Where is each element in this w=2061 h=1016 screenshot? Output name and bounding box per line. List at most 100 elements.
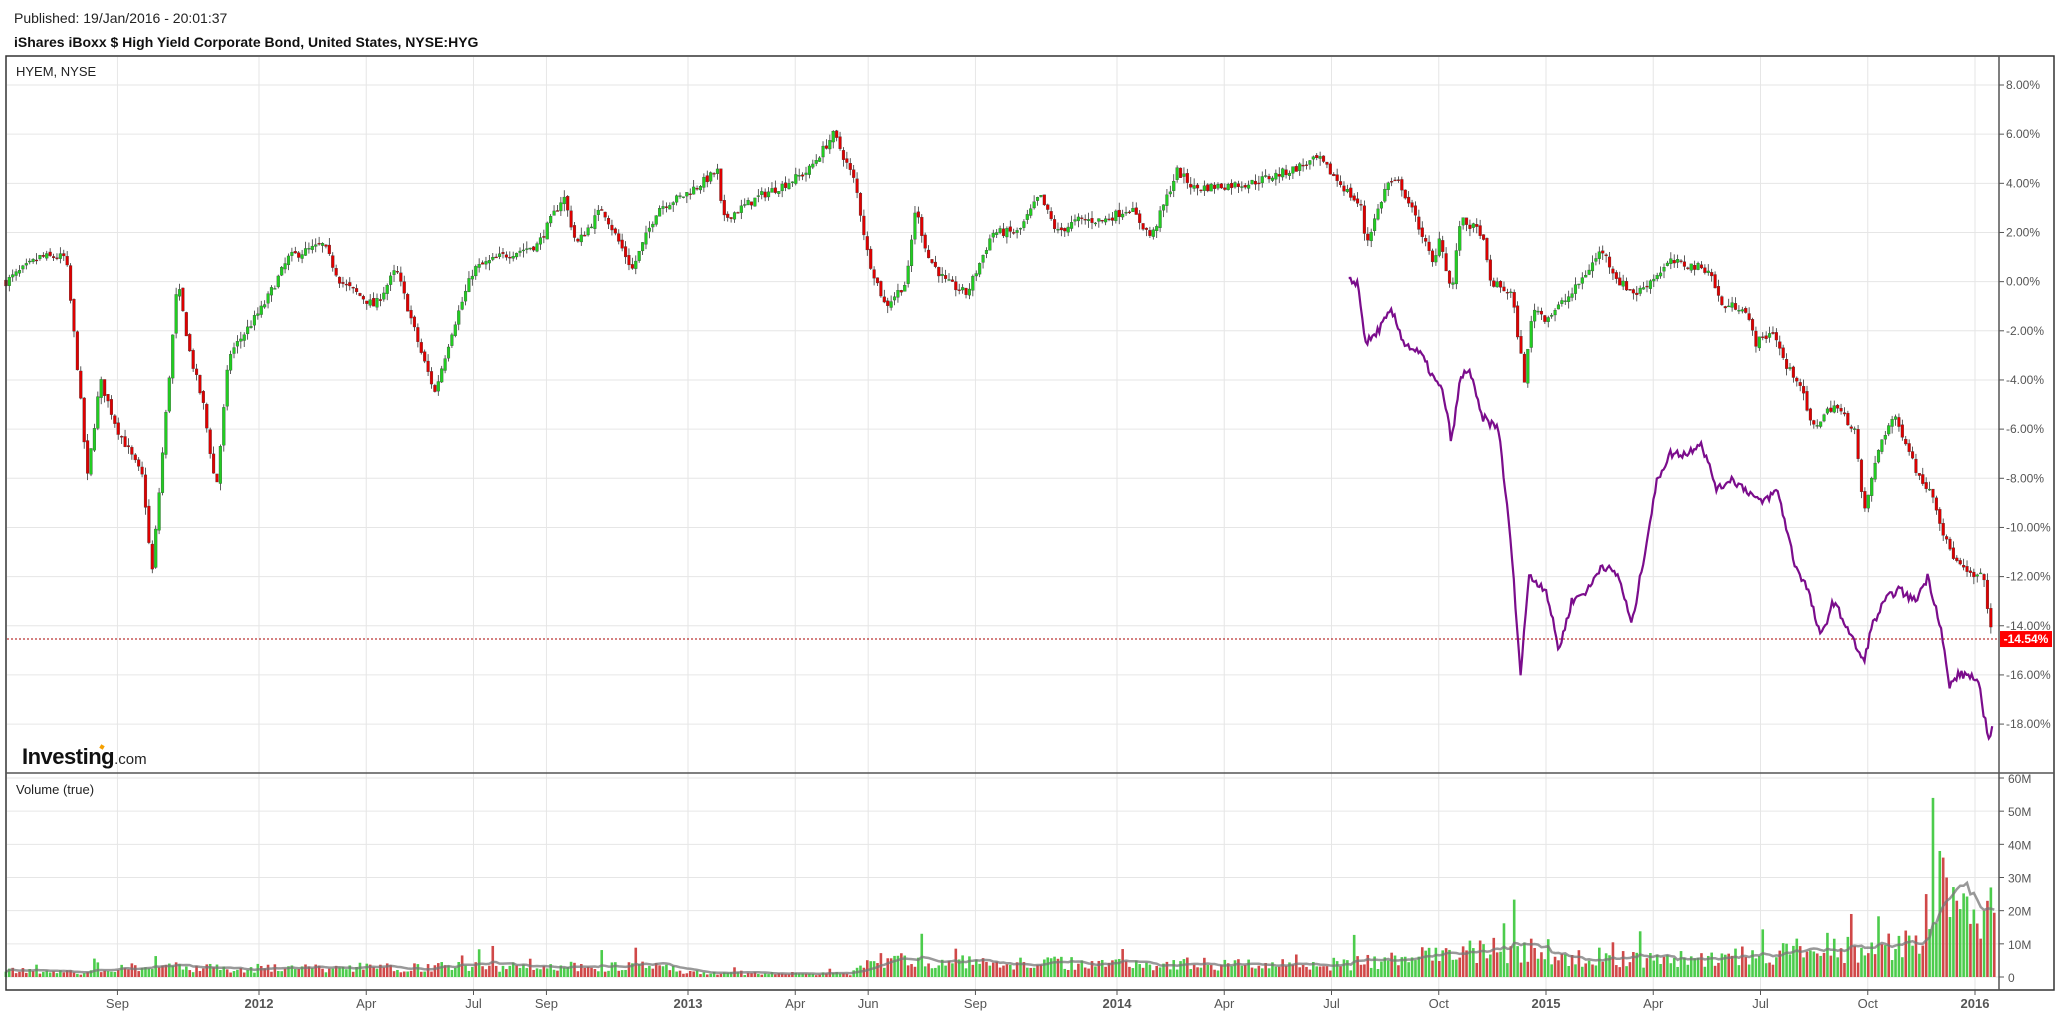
candle-body xyxy=(426,360,430,372)
candle-body xyxy=(1635,292,1639,295)
candle-body xyxy=(589,226,594,229)
volume-bar xyxy=(593,969,597,977)
volume-bar xyxy=(1815,953,1819,977)
candle-body xyxy=(892,296,897,301)
volume-bar xyxy=(423,971,426,977)
candle-body xyxy=(675,195,679,203)
volume-bar xyxy=(1386,960,1390,977)
candle-body xyxy=(552,210,556,216)
grid-lines xyxy=(7,57,1999,990)
candle-body xyxy=(1032,201,1036,209)
candle-body xyxy=(1151,229,1155,237)
volume-bar xyxy=(1237,959,1240,977)
volume-bar xyxy=(1478,940,1482,977)
candle-body xyxy=(1696,263,1700,270)
date-tick-label: Sep xyxy=(535,996,558,1011)
volume-bar xyxy=(1090,961,1094,977)
candle-body xyxy=(7,277,11,286)
volume-bar xyxy=(1008,964,1012,977)
volume-bar xyxy=(389,965,392,977)
volume-bar xyxy=(1315,966,1319,977)
candle-body xyxy=(293,251,297,254)
volume-bar xyxy=(1710,952,1713,977)
candle-body xyxy=(1175,167,1179,180)
volume-bar xyxy=(1128,966,1131,977)
candle-body xyxy=(858,193,863,216)
volume-bar xyxy=(368,964,372,977)
candle-body xyxy=(838,136,842,149)
candle-body xyxy=(1332,174,1336,177)
candle-body xyxy=(954,281,958,291)
candle-body xyxy=(1165,194,1169,206)
volume-bar xyxy=(1472,948,1475,977)
candle-body xyxy=(1131,208,1135,212)
volume-bar xyxy=(1114,959,1118,977)
volume-bar xyxy=(52,971,55,977)
candle-body xyxy=(634,260,638,269)
candle-body xyxy=(1056,229,1060,231)
candle-body xyxy=(576,238,580,242)
volume-bar xyxy=(1029,967,1033,977)
candle-body xyxy=(395,271,399,273)
volume-bar xyxy=(1499,951,1502,977)
volume-bar xyxy=(1986,900,1989,977)
candle-body xyxy=(341,282,345,284)
volume-bar xyxy=(171,965,175,977)
volume-bar xyxy=(614,962,617,977)
date-tick-label: 2014 xyxy=(1103,996,1133,1011)
candle-body xyxy=(749,201,754,206)
volume-bar xyxy=(1264,962,1267,977)
volume-bar xyxy=(1451,959,1455,977)
volume-bar xyxy=(1220,964,1223,977)
volume-bar xyxy=(1383,957,1387,977)
candle-body xyxy=(1802,386,1806,394)
candle-body xyxy=(188,334,192,352)
volume-bar xyxy=(1689,956,1693,977)
candle-body xyxy=(760,191,764,195)
volume-bar xyxy=(1802,957,1805,977)
candle-body xyxy=(1495,281,1499,288)
candle-body xyxy=(882,296,886,303)
volume-bar xyxy=(1924,894,1928,977)
volume-bar xyxy=(665,964,668,977)
candle-body xyxy=(1182,173,1186,177)
volume-bar xyxy=(787,974,791,977)
candle-body xyxy=(1383,188,1387,202)
volume-bar xyxy=(311,968,314,977)
volume-bar xyxy=(1199,967,1203,977)
candle-body xyxy=(545,222,549,240)
candle-body xyxy=(896,290,900,298)
volume-bar xyxy=(814,975,818,977)
candle-body xyxy=(1342,185,1346,192)
volume-bar xyxy=(1615,965,1618,977)
volume-bar xyxy=(1894,949,1897,977)
candle-body xyxy=(1563,300,1567,302)
volume-bar xyxy=(1349,970,1353,977)
volume-bar xyxy=(620,970,624,977)
candle-body xyxy=(1750,319,1755,331)
volume-bar xyxy=(848,975,852,977)
candle-body xyxy=(1458,226,1462,251)
price-tick-label: -8.00% xyxy=(2006,471,2044,485)
candle-body xyxy=(1505,292,1509,294)
volume-bar xyxy=(1407,962,1410,977)
volume-bar xyxy=(719,973,723,977)
volume-bar xyxy=(1846,936,1850,977)
volume-bar xyxy=(1598,947,1601,977)
volume-bar xyxy=(1437,961,1441,977)
candle-body xyxy=(780,183,784,192)
volume-bar xyxy=(1169,969,1172,977)
volume-bar xyxy=(1026,967,1029,977)
candle-body xyxy=(382,292,386,300)
candle-body xyxy=(811,163,815,168)
volume-bar xyxy=(920,933,924,977)
volume-bar xyxy=(1312,961,1315,977)
candle-body xyxy=(1590,262,1595,272)
candle-body xyxy=(1825,408,1829,414)
volume-bar xyxy=(413,963,416,977)
volume-bar xyxy=(1380,961,1383,977)
volume-tick-label: 10M xyxy=(2008,938,2031,952)
candle-body xyxy=(872,269,876,279)
candle-body xyxy=(1308,160,1312,165)
volume-bar xyxy=(702,972,706,977)
